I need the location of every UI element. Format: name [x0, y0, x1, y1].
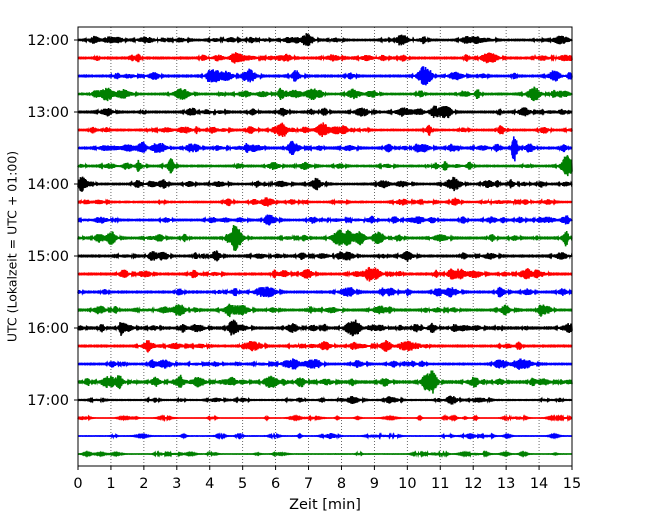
- x-tick-label: 12: [464, 476, 482, 492]
- y-tick-label: 17:00: [27, 393, 69, 409]
- trace-1745: [77, 449, 573, 458]
- trace-1215: [77, 52, 573, 64]
- x-tick-label: 9: [370, 476, 379, 492]
- x-tick-label: 5: [238, 476, 247, 492]
- trace-1245: [77, 86, 573, 102]
- trace-1730: [77, 432, 573, 441]
- x-tick-label: 15: [563, 476, 581, 492]
- trace-1230: [77, 66, 573, 86]
- x-tick-label: 3: [172, 476, 181, 492]
- trace-1330: [77, 136, 573, 162]
- trace-1630: [77, 358, 573, 370]
- trace-1530: [77, 286, 573, 298]
- trace-1430: [77, 214, 573, 226]
- trace-1645: [77, 370, 573, 394]
- trace-1315: [77, 122, 573, 138]
- y-tick-label: 16:00: [27, 321, 69, 337]
- x-tick-label: 1: [106, 476, 115, 492]
- y-tick-label: 12:00: [27, 33, 69, 49]
- trace-1500: [77, 250, 573, 262]
- x-grid-lines: [110, 27, 540, 466]
- x-tick-label: 4: [205, 476, 214, 492]
- x-tick-label: 14: [530, 476, 548, 492]
- traces: [77, 33, 573, 458]
- trace-1515: [77, 266, 573, 282]
- trace-1600: [77, 319, 573, 337]
- y-axis: 12:00 13:00 14:00 15:00 16:00 17:00: [27, 33, 78, 409]
- trace-1300: [77, 105, 573, 119]
- y-tick-label: 15:00: [27, 249, 69, 265]
- x-axis-label: Zeit [min]: [289, 497, 361, 513]
- x-tick-label: 2: [139, 476, 148, 492]
- x-tick-label: 11: [431, 476, 449, 492]
- trace-1615: [77, 339, 573, 353]
- trace-1715: [77, 414, 573, 422]
- x-tick-label: 6: [271, 476, 280, 492]
- trace-1545: [77, 303, 573, 318]
- trace-1345: [77, 155, 573, 177]
- plot-frame: [77, 26, 573, 467]
- y-tick-label: 13:00: [27, 105, 69, 121]
- x-tick-label: 7: [304, 476, 313, 492]
- x-tick-label: 8: [337, 476, 346, 492]
- trace-1415: [77, 197, 573, 207]
- y-tick-label: 14:00: [27, 177, 69, 193]
- x-tick-label: 13: [497, 476, 515, 492]
- x-tick-label: 0: [73, 476, 82, 492]
- trace-1400: [77, 176, 573, 192]
- y-axis-label: UTC (Lokalzeit = UTC + 01:00): [4, 151, 19, 342]
- x-axis: 0 1 2 3 4 5 6 7 8 9 10 11 12 13 14 15: [73, 466, 581, 492]
- trace-1200: [77, 33, 573, 47]
- trace-1445: [77, 225, 573, 252]
- plot-area: [78, 27, 572, 466]
- x-tick-label: 10: [398, 476, 416, 492]
- trace-1700: [77, 395, 573, 405]
